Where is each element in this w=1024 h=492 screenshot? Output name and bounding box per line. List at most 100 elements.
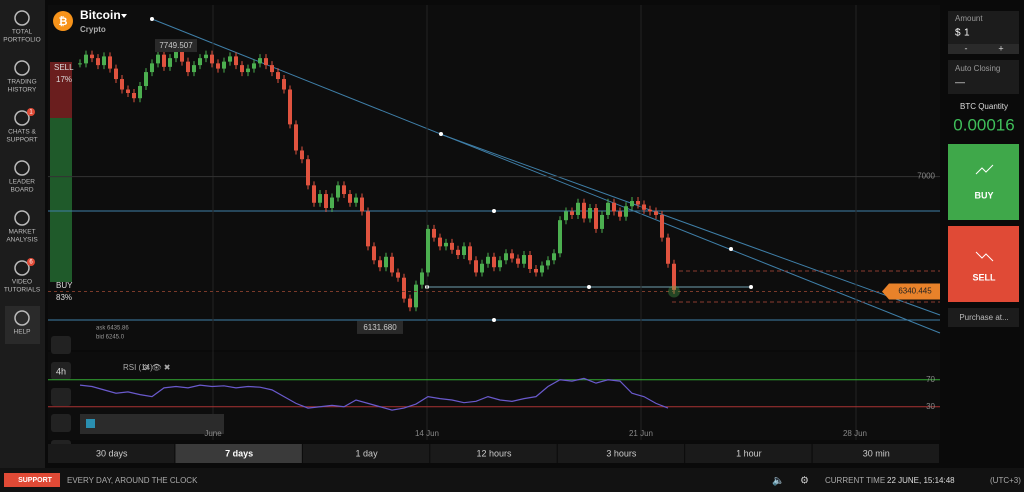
candle-body xyxy=(258,58,262,64)
sidebar-badge-text: 1 xyxy=(29,110,33,116)
x-tick-label: 28 Jun xyxy=(843,429,867,438)
candle-body xyxy=(90,54,94,59)
candle-body xyxy=(672,263,676,290)
candle-body xyxy=(612,202,616,212)
candle-body xyxy=(318,194,322,203)
candle-body xyxy=(342,185,346,195)
timeframe-tab[interactable] xyxy=(48,444,175,463)
buy-button[interactable] xyxy=(948,144,1019,220)
candle-body xyxy=(168,58,172,67)
buy-percent: 83% xyxy=(56,293,72,302)
sidebar-label: CHATS & xyxy=(8,129,36,136)
candle-body xyxy=(210,54,214,64)
trend-line xyxy=(439,133,941,316)
candle-body xyxy=(492,256,496,268)
sell-button[interactable] xyxy=(948,226,1019,302)
timeframe-label: 12 hours xyxy=(476,448,512,458)
drawing-toolbar[interactable] xyxy=(80,414,224,434)
sidebar-icon[interactable] xyxy=(14,260,30,276)
candle-body xyxy=(96,58,100,66)
timeframe-tab[interactable] xyxy=(302,444,430,463)
candle-body xyxy=(618,211,622,217)
rsi-label: RSI (14) xyxy=(123,363,153,372)
sidebar-label: TUTORIALS xyxy=(4,287,41,294)
candle-body xyxy=(510,253,514,259)
candle-body xyxy=(390,256,394,273)
timeframe-tab[interactable] xyxy=(175,444,302,463)
sell-sentiment-bar xyxy=(50,62,72,118)
candle-body xyxy=(564,211,568,221)
candle-body xyxy=(102,56,106,66)
buy-label: BUY xyxy=(56,281,73,290)
auto-closing-box[interactable] xyxy=(948,60,1019,94)
candle-body xyxy=(228,56,232,62)
candle-body xyxy=(486,256,490,264)
dropdown-arrow[interactable] xyxy=(121,14,127,18)
candle-body xyxy=(600,214,604,229)
sidebar-icon[interactable] xyxy=(14,160,30,176)
support-button[interactable] xyxy=(4,473,60,487)
timeframe-label: 7 days xyxy=(225,448,253,458)
candle-body xyxy=(132,92,136,99)
candle-body xyxy=(240,65,244,73)
candle-body xyxy=(528,255,532,269)
sidebar-icon[interactable] xyxy=(14,10,30,26)
candle-body xyxy=(522,255,526,264)
asset-title[interactable]: Bitcoin xyxy=(80,8,121,22)
time-label: CURRENT TIME xyxy=(825,476,885,485)
asset-subtitle: Crypto xyxy=(80,25,106,34)
candle-body xyxy=(558,220,562,254)
candle-body xyxy=(426,228,430,273)
candle-body xyxy=(468,246,472,261)
candle-body xyxy=(480,263,484,273)
sidebar-badge xyxy=(27,108,35,116)
rsi-icons[interactable]: ⚙ 👁 ✖ xyxy=(142,363,171,372)
candle-body xyxy=(324,194,328,208)
candle-body xyxy=(462,246,466,256)
candle-body xyxy=(162,54,166,67)
sidebar-icon[interactable] xyxy=(14,210,30,226)
sidebar-icon[interactable] xyxy=(14,110,30,126)
color-swatch[interactable] xyxy=(86,419,95,428)
candle-body xyxy=(438,237,442,247)
candle-body xyxy=(366,211,370,247)
settings-icon[interactable]: ⚙ xyxy=(800,476,809,487)
timeframe-tab[interactable] xyxy=(812,444,939,463)
candle-body xyxy=(498,260,502,268)
timeframe-label: 1 day xyxy=(356,448,379,458)
candle-body xyxy=(312,185,316,203)
sidebar-icon[interactable] xyxy=(14,60,30,76)
sidebar-label: SUPPORT xyxy=(6,137,37,144)
candle-body xyxy=(186,61,190,73)
sidebar-icon[interactable] xyxy=(14,310,30,326)
high-label-box xyxy=(155,39,197,53)
low-label: 6131.680 xyxy=(363,323,397,332)
sell-icon xyxy=(975,251,994,262)
timeframe-tab[interactable] xyxy=(557,444,685,463)
auto-closing-value: — xyxy=(955,78,965,89)
timeframe-tab[interactable] xyxy=(430,444,557,463)
candle-body xyxy=(504,253,508,261)
x-tick-label: 21 Jun xyxy=(629,429,653,438)
candle-body xyxy=(384,256,388,268)
candle-body xyxy=(306,159,310,186)
sidebar-label: BOARD xyxy=(10,187,33,194)
candle-body xyxy=(648,209,652,212)
purchase-at-box[interactable] xyxy=(948,308,1019,327)
sound-icon[interactable]: 🔈 xyxy=(772,476,784,487)
candle-body xyxy=(78,63,82,65)
footer xyxy=(0,468,1024,492)
timeframe-tab[interactable] xyxy=(685,444,812,463)
plus-button[interactable]: + xyxy=(998,43,1003,53)
timeframe-label: 1 hour xyxy=(736,448,762,458)
sell-text: SELL xyxy=(972,272,996,282)
buy-icon xyxy=(975,164,994,175)
candle-body xyxy=(300,150,304,160)
rsi-tick-label: 30 xyxy=(926,402,935,411)
minus-button[interactable]: - xyxy=(965,43,968,53)
logo-glyph: ₿ xyxy=(59,16,68,28)
amount-label: Amount xyxy=(955,14,983,23)
interval-button[interactable]: 4h xyxy=(56,366,66,376)
sidebar-label: PORTFOLIO xyxy=(3,37,40,44)
